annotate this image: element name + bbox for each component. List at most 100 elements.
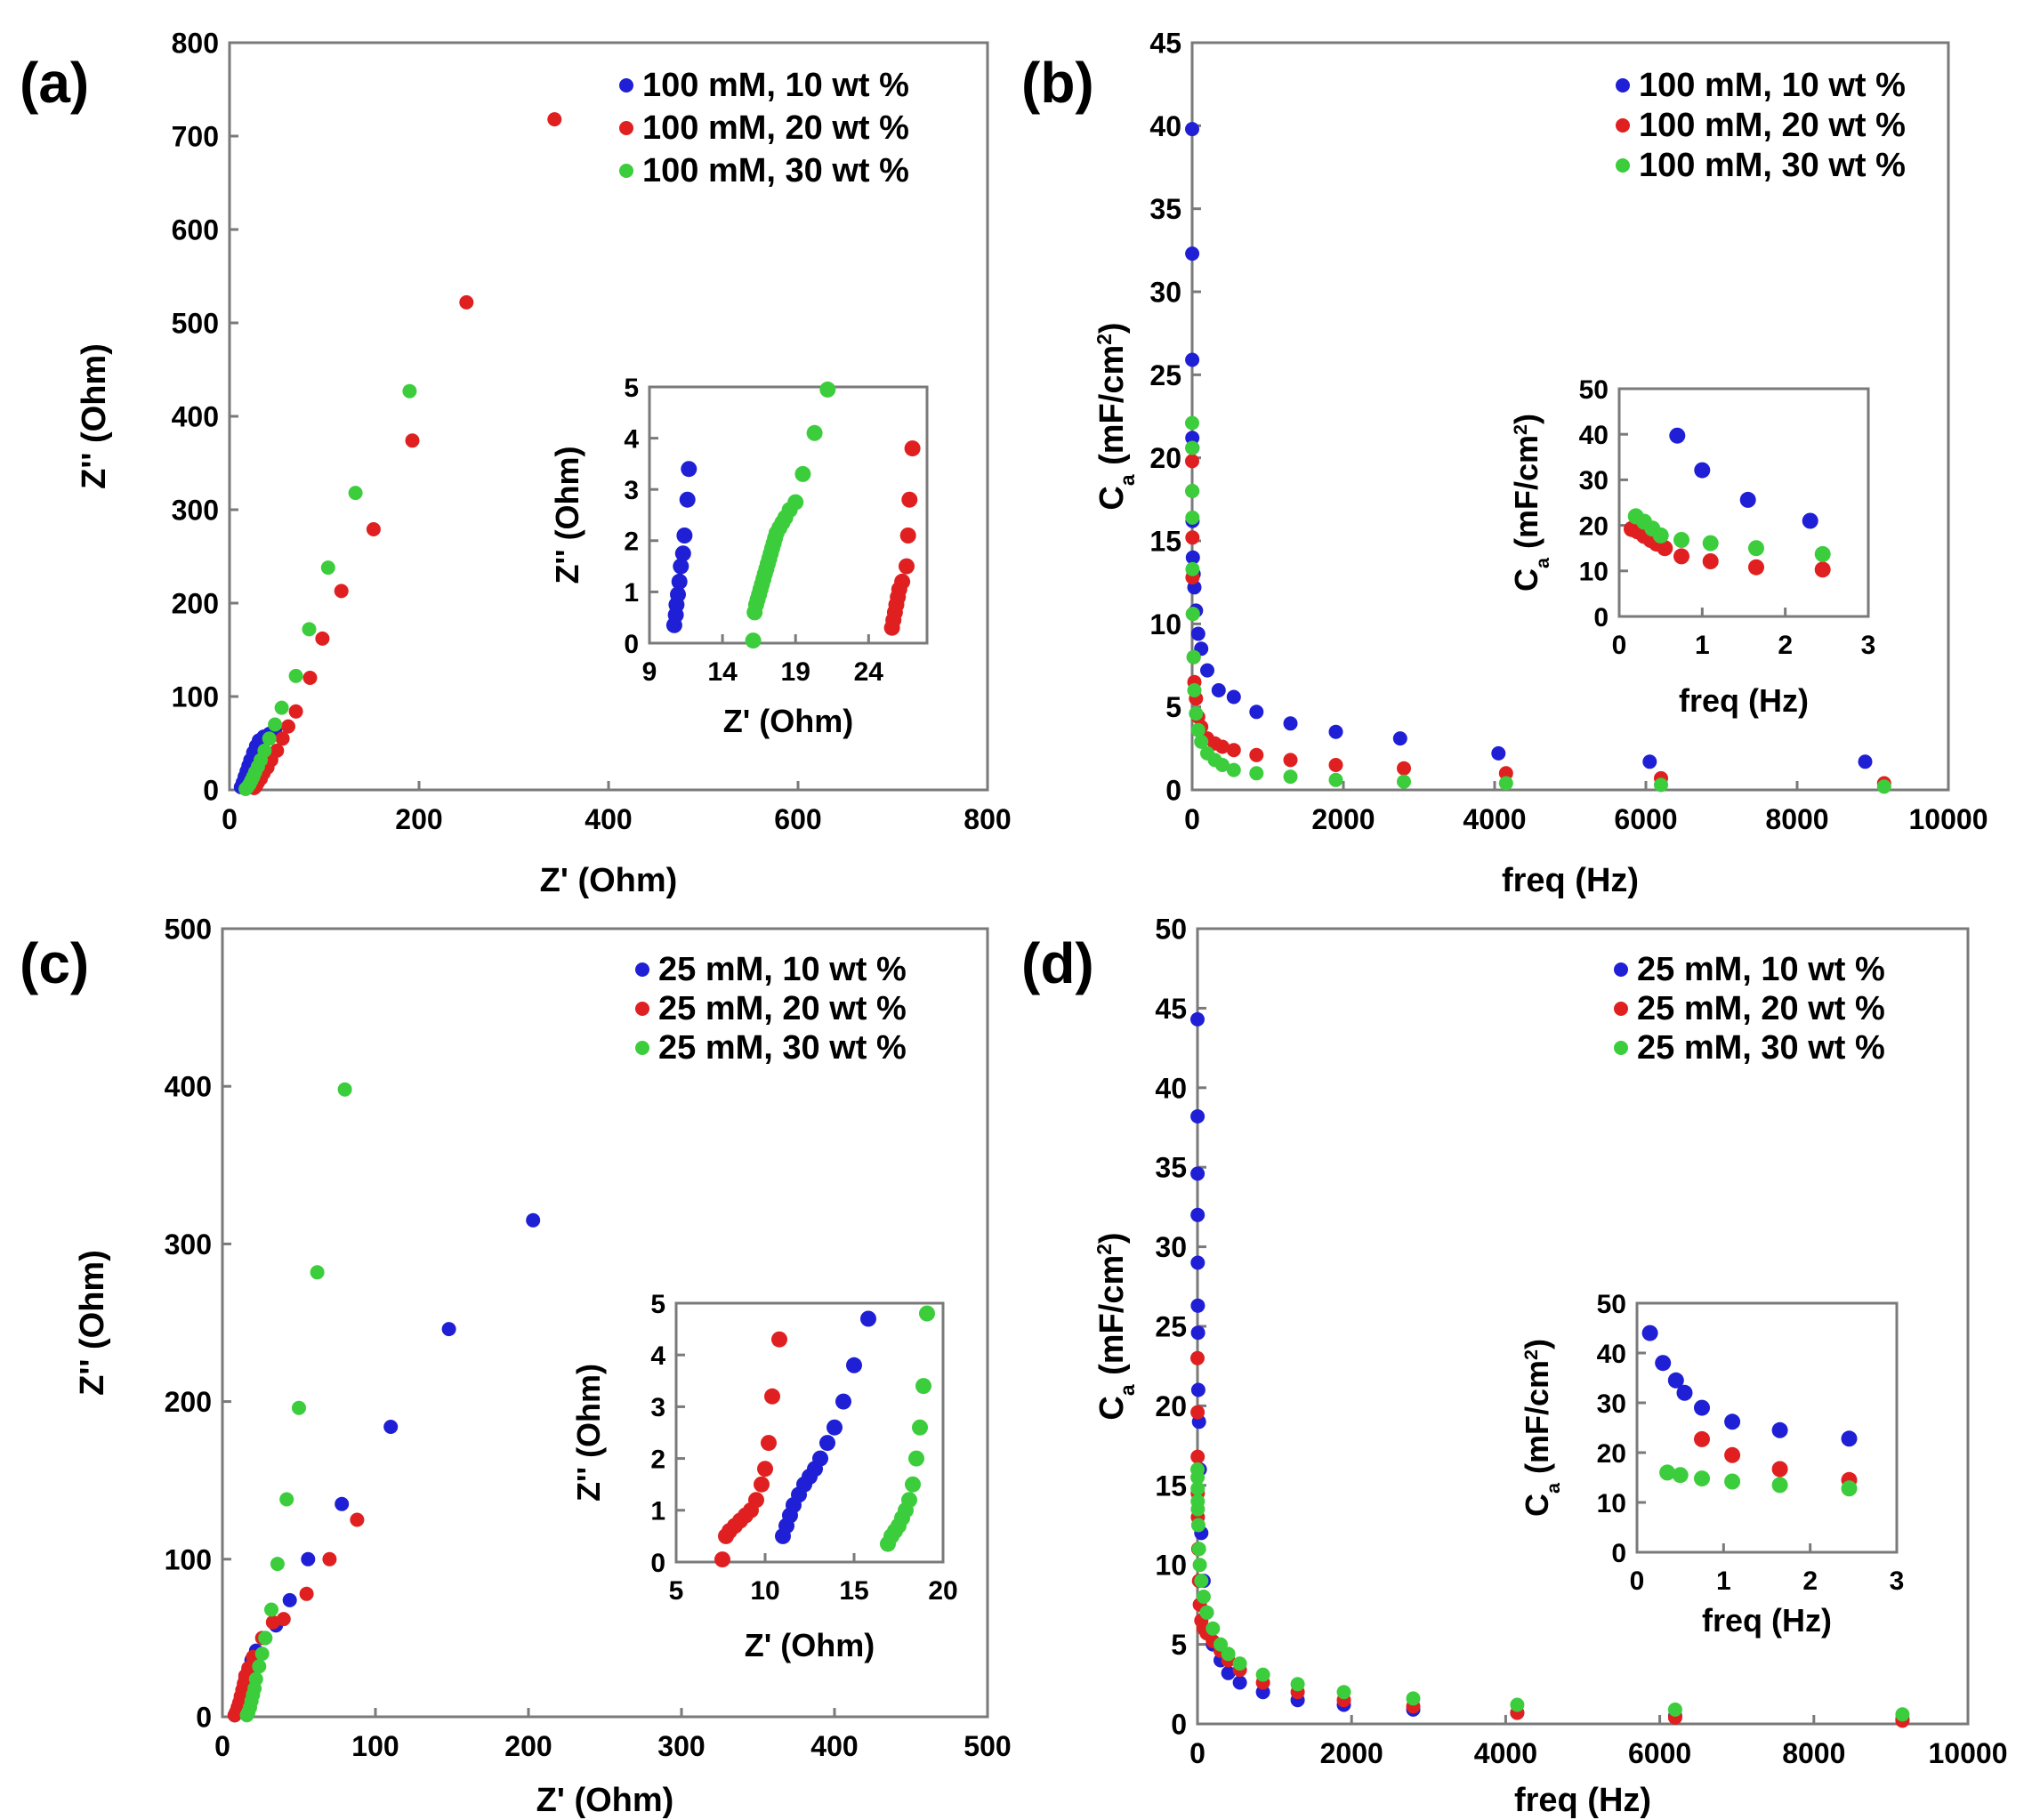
panel-d-inset-point-25-mm-10-wt bbox=[1676, 1384, 1693, 1401]
legend-marker-blue bbox=[619, 78, 633, 93]
panel-c-point-25-mm-20-wt bbox=[299, 1586, 314, 1601]
panel-d-inset-point-25-mm-30-wt bbox=[1841, 1480, 1858, 1497]
panel-b-point-100-mm-10-wt bbox=[1283, 716, 1298, 731]
panel-c-point-25-mm-10-wt bbox=[282, 1592, 297, 1607]
panel-c-inset-point-25-mm-10-wt bbox=[835, 1393, 851, 1410]
panel-b-x-axis-title: freq (Hz) bbox=[1502, 862, 1639, 899]
panel-b-point-100-mm-10-wt bbox=[1491, 745, 1506, 761]
panel-d-point-25-mm-30-wt bbox=[1190, 1470, 1205, 1485]
panel-b-y-tick-label: 0 bbox=[1165, 775, 1181, 807]
panel-a-inset-y-tick-label: 4 bbox=[624, 424, 639, 454]
panel-d-inset-point-25-mm-10-wt bbox=[1641, 1325, 1658, 1341]
panel-a-y-tick-label: 100 bbox=[172, 681, 219, 713]
legend-entry: 100 mM, 30 wt % bbox=[642, 152, 909, 189]
panel-c-point-25-mm-30-wt bbox=[264, 1602, 278, 1617]
panel-a-y-tick-label: 600 bbox=[172, 214, 219, 246]
panel-c-y-tick-label: 0 bbox=[196, 1702, 212, 1734]
panel-a-inset-point-100-mm-10-wt bbox=[671, 573, 688, 590]
panel-a-point-100-mm-20-wt bbox=[288, 704, 303, 719]
panel-d-inset-x-axis-title: freq (Hz) bbox=[1702, 1602, 1832, 1639]
panel-c-point-25-mm-30-wt bbox=[258, 1631, 273, 1646]
panel-a-inset-y-tick-label: 1 bbox=[624, 578, 639, 608]
panel-b-y-tick-label: 5 bbox=[1165, 691, 1181, 723]
panel-c-inset-point-25-mm-10-wt bbox=[827, 1419, 843, 1436]
panel-d-point-25-mm-20-wt bbox=[1190, 1449, 1205, 1464]
panel-d-inset-y-tick-label: 40 bbox=[1597, 1340, 1626, 1369]
panel-b-point-100-mm-20-wt bbox=[1397, 761, 1411, 776]
panel-b-inset-point-100-mm-10-wt bbox=[1802, 512, 1818, 529]
panel-d-inset-point-25-mm-30-wt bbox=[1694, 1470, 1710, 1487]
panel-a-inset-y-tick-label: 3 bbox=[624, 476, 639, 505]
legend-marker-blue bbox=[1616, 78, 1630, 93]
legend-entry: 25 mM, 10 wt % bbox=[1637, 951, 1885, 988]
panel-c-point-25-mm-20-wt bbox=[276, 1612, 291, 1627]
panel-d-point-25-mm-30-wt bbox=[1199, 1605, 1214, 1620]
panel-c-x-tick-label: 200 bbox=[504, 1730, 552, 1762]
panel-c-point-25-mm-30-wt bbox=[248, 1671, 263, 1687]
panel-d-label: (d) bbox=[1021, 931, 1094, 995]
panel-a-inset-point-100-mm-10-wt bbox=[673, 558, 689, 575]
panel-d-point-25-mm-30-wt bbox=[1190, 1518, 1205, 1533]
panel-d-x-axis-title: freq (Hz) bbox=[1514, 1782, 1651, 1819]
panel-b-x-tick-label: 8000 bbox=[1765, 803, 1828, 835]
panel-b-point-100-mm-30-wt bbox=[1186, 649, 1201, 664]
panel-a-inset-point-100-mm-30-wt bbox=[819, 381, 836, 398]
panel-b-point-100-mm-30-wt bbox=[1187, 683, 1202, 697]
panel-b-inset-point-100-mm-30-wt bbox=[1673, 532, 1689, 548]
panel-b-point-100-mm-20-wt bbox=[1185, 454, 1199, 469]
panel-c-legend: 25 mM, 10 wt %25 mM, 20 wt %25 mM, 30 wt… bbox=[635, 951, 907, 1067]
panel-c-x-tick-label: 0 bbox=[214, 1730, 230, 1762]
panel-b-inset-point-100-mm-10-wt bbox=[1739, 491, 1756, 508]
panel-b-inset-point-100-mm-20-wt bbox=[1673, 548, 1689, 565]
panel-a-point-100-mm-30-wt bbox=[302, 622, 317, 637]
panel-c-inset-point-25-mm-20-wt bbox=[748, 1492, 764, 1509]
panel-b-label: (b) bbox=[1021, 51, 1094, 115]
panel-b-point-100-mm-20-wt bbox=[1249, 747, 1264, 762]
panel-b-inset-point-100-mm-20-wt bbox=[1814, 561, 1831, 578]
panel-b-point-100-mm-10-wt bbox=[1211, 683, 1226, 697]
panel-b-y-tick-label: 40 bbox=[1149, 110, 1181, 142]
panel-c-inset: 5 10 15 20 0 1 2 3 4 5 Z' (Ohm) Z'' (Ohm) bbox=[570, 1290, 958, 1663]
panel-a-y-tick-label: 700 bbox=[172, 121, 219, 153]
panel-d-inset-y-tick-label: 10 bbox=[1597, 1489, 1626, 1518]
panel-b: (b)0 2000 4000 6000 8000 10000051015202530354… bbox=[1021, 28, 1988, 899]
panel-c-inset-y-tick-label: 1 bbox=[650, 1497, 665, 1526]
panel-d-point-25-mm-30-wt bbox=[1191, 1542, 1206, 1557]
panel-d-inset-point-25-mm-10-wt bbox=[1841, 1430, 1858, 1447]
panel-d-inset-y-tick-label: 20 bbox=[1597, 1439, 1626, 1469]
panel-a-point-100-mm-20-wt bbox=[302, 671, 318, 685]
panel-a-inset-point-100-mm-10-wt bbox=[681, 461, 697, 478]
legend-marker-blue bbox=[1614, 962, 1628, 977]
panel-b-y-tick-label: 20 bbox=[1149, 442, 1181, 474]
panel-a-inset-point-100-mm-30-wt bbox=[787, 494, 804, 511]
panel-c-label: (c) bbox=[20, 931, 89, 995]
panel-b-point-100-mm-10-wt bbox=[1200, 663, 1214, 678]
panel-c-point-25-mm-20-wt bbox=[350, 1512, 365, 1527]
legend-entry: 25 mM, 10 wt % bbox=[658, 951, 907, 988]
panel-a-inset-x-tick-label: 24 bbox=[854, 657, 884, 687]
panel-d-y-tick-label: 40 bbox=[1155, 1072, 1187, 1104]
panel-d-point-25-mm-10-wt bbox=[1221, 1665, 1236, 1680]
panel-d-inset-x-tick-label: 0 bbox=[1630, 1566, 1645, 1596]
panel-c-inset-y-tick-label: 2 bbox=[650, 1445, 665, 1474]
panel-d-inset-point-25-mm-10-wt bbox=[1771, 1421, 1788, 1438]
panel-d-y-tick-label: 0 bbox=[1171, 1709, 1187, 1741]
panel-a-y-tick-label: 400 bbox=[172, 401, 219, 433]
panel-a-inset-x-tick-label: 19 bbox=[781, 657, 810, 687]
panel-d-inset-y-tick-label: 30 bbox=[1597, 1389, 1626, 1419]
panel-b-point-100-mm-30-wt bbox=[1185, 561, 1200, 576]
panel-b-point-100-mm-30-wt bbox=[1249, 766, 1264, 781]
panel-a-inset-point-100-mm-20-wt bbox=[901, 491, 918, 508]
panel-d-inset-x-tick-label: 1 bbox=[1716, 1566, 1731, 1596]
panel-d-inset-point-25-mm-10-wt bbox=[1694, 1399, 1710, 1416]
panel-d-inset-point-25-mm-20-wt bbox=[1724, 1446, 1741, 1463]
panel-a-x-axis-title: Z' (Ohm) bbox=[540, 862, 678, 899]
panel-b-y-tick-label: 35 bbox=[1149, 193, 1181, 225]
panel-c-inset-x-tick-label: 15 bbox=[839, 1576, 868, 1606]
panel-c-point-25-mm-10-wt bbox=[301, 1551, 316, 1566]
legend-entry: 25 mM, 30 wt % bbox=[1637, 1029, 1885, 1067]
panel-b-x-tick-label: 2000 bbox=[1311, 803, 1375, 835]
panel-c-inset-plot-frame bbox=[674, 1301, 945, 1564]
panel-d-y-tick-label: 50 bbox=[1155, 914, 1187, 946]
panel-d-point-25-mm-10-wt bbox=[1190, 1325, 1205, 1341]
